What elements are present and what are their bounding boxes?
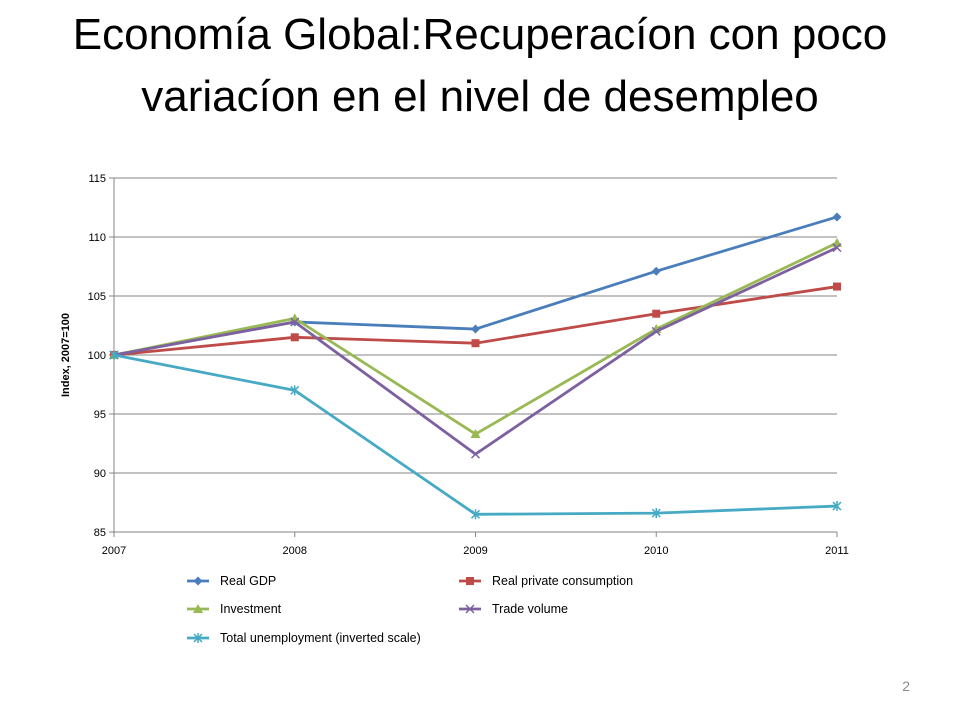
legend-label: Investment [220, 602, 282, 616]
legend-label: Trade volume [492, 602, 568, 616]
series-lines [109, 212, 842, 520]
y-axis-label: Index, 2007=100 [60, 313, 72, 397]
legend-label: Real GDP [220, 574, 276, 588]
data-point [833, 282, 841, 291]
data-point [832, 212, 842, 222]
x-tick-label: 2011 [825, 545, 849, 557]
page-number: 2 [902, 678, 910, 694]
x-tick-label: 2007 [102, 545, 126, 557]
legend-marker [465, 604, 475, 614]
axes [109, 177, 838, 537]
legend: Real GDP Real private consumption Investme… [187, 574, 633, 645]
data-point [290, 385, 300, 396]
slide-title: Economía Global:Recuperacíon con poco va… [72, 10, 888, 121]
data-point [470, 509, 481, 520]
x-tick-label: 2008 [283, 545, 307, 557]
data-point [290, 333, 299, 342]
data-point [109, 350, 119, 360]
data-point [832, 243, 842, 253]
data-point [651, 266, 661, 276]
legend-marker [466, 577, 474, 585]
y-tick-label: 115 [88, 173, 106, 185]
legend-item: Trade volume [459, 602, 568, 616]
legend-marker [193, 633, 203, 643]
legend-item: Real private consumption [459, 574, 633, 588]
legend-item: Real GDP [187, 574, 276, 588]
x-tick-labels: 2007 2008 2009 2010 2011 [102, 545, 849, 557]
x-tick-label: 2009 [463, 545, 487, 557]
series-4 [109, 350, 842, 520]
y-tick-label: 95 [94, 409, 106, 421]
series-2 [109, 237, 842, 439]
y-tick-label: 90 [94, 468, 106, 480]
series-line [113, 241, 838, 436]
legend-label: Real private consumption [492, 574, 633, 588]
x-tick-label: 2010 [644, 545, 668, 557]
legend-label: Total unemployment (inverted scale) [220, 631, 421, 645]
data-point [832, 501, 842, 512]
legend-marker [193, 604, 203, 613]
legend-marker [193, 576, 203, 586]
data-point [470, 449, 481, 459]
y-tick-labels: 85 90 95 100 105 110 115 [88, 173, 106, 539]
series-line [113, 246, 838, 456]
data-point [471, 324, 480, 334]
y-tick-label: 100 [88, 350, 106, 362]
data-point [651, 326, 661, 336]
grid-lines [114, 177, 837, 533]
data-point [290, 317, 300, 327]
series-3 [109, 243, 842, 459]
data-point [470, 429, 481, 439]
y-tick-label: 110 [88, 232, 106, 244]
data-point [652, 309, 661, 318]
data-point [651, 508, 661, 519]
series-0 [109, 212, 842, 360]
data-point [471, 339, 480, 348]
legend-item: Total unemployment (inverted scale) [187, 631, 421, 645]
data-point [832, 237, 842, 247]
y-tick-label: 85 [94, 527, 106, 539]
legend-item: Investment [187, 602, 282, 616]
y-tick-label: 105 [88, 291, 106, 303]
